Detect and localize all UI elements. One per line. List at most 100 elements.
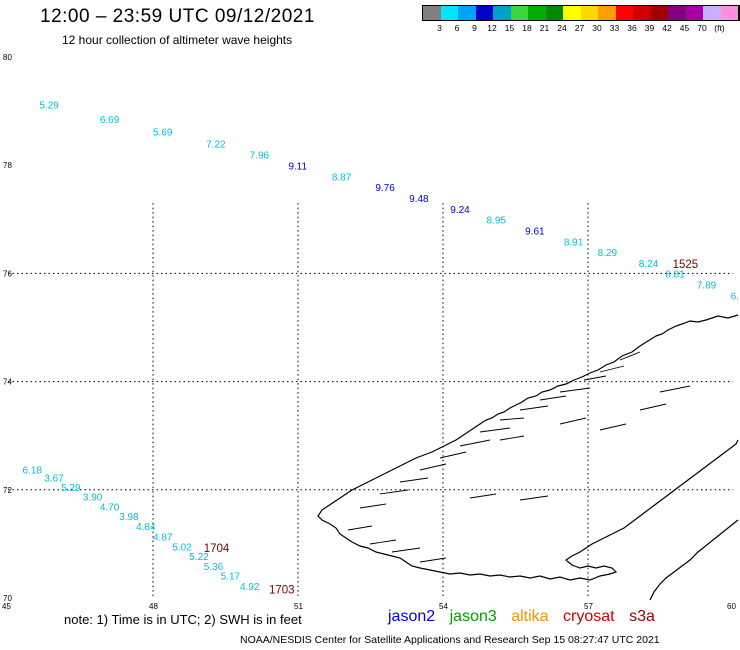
latitude-tick-label: 78 bbox=[3, 161, 12, 170]
latitude-tick-label: 80 bbox=[3, 53, 12, 62]
wave-height-label: 5.69 bbox=[153, 127, 173, 138]
satellite-legend: jason2 jason3 altika cryosat s3a bbox=[388, 608, 665, 626]
legend-label: 70 bbox=[697, 23, 707, 33]
wave-height-label: 9.61 bbox=[525, 226, 545, 237]
legend-labels: 3 6 9 12 15 18 21 24 27 30 33 36 39 42 45 70 (ft) bbox=[422, 21, 740, 33]
longitude-tick-label: 60 bbox=[727, 602, 736, 611]
legend-swatch bbox=[738, 6, 740, 20]
wave-height-label: 4.92 bbox=[240, 582, 260, 593]
satellite-altika: altika bbox=[511, 608, 549, 625]
wave-height-label: 9.48 bbox=[409, 194, 429, 205]
map-title: 12:00 – 23:59 UTC 09/12/2021 bbox=[40, 6, 315, 27]
latitude-tick-label: 76 bbox=[3, 269, 12, 278]
legend-swatch bbox=[703, 6, 721, 20]
legend-swatch bbox=[598, 6, 616, 20]
legend-swatch bbox=[528, 6, 546, 20]
legend-label: 36 bbox=[627, 23, 637, 33]
wave-height-label: 8.95 bbox=[487, 216, 507, 227]
longitude-tick-label: 51 bbox=[294, 602, 303, 611]
wave-height-label: 4.84 bbox=[136, 522, 156, 533]
wave-height-label: 8.87 bbox=[332, 172, 352, 183]
legend-swatch bbox=[563, 6, 581, 20]
coastline-island-path bbox=[649, 519, 739, 601]
coastline-path bbox=[317, 314, 739, 581]
legend-label: 42 bbox=[662, 23, 672, 33]
wave-height-label: 6.69 bbox=[100, 115, 120, 126]
wave-height-label: 9.76 bbox=[375, 183, 395, 194]
longitude-tick-label: 45 bbox=[2, 602, 11, 611]
wave-height-label: 5.36 bbox=[204, 562, 224, 573]
longitude-tick-label: 57 bbox=[584, 602, 593, 611]
legend-swatch bbox=[475, 6, 493, 20]
wave-height-label: 4.70 bbox=[100, 502, 120, 513]
pass-time-label: 1525 bbox=[673, 259, 699, 271]
wave-height-label: 8.81 bbox=[665, 270, 685, 281]
legend-swatch bbox=[493, 6, 511, 20]
legend-swatch bbox=[545, 6, 563, 20]
legend-label: 15 bbox=[504, 23, 515, 33]
novaya-zemlya-coastline bbox=[317, 314, 739, 601]
wave-height-label: 8.24 bbox=[639, 259, 659, 270]
wave-height-label: 7.96 bbox=[250, 151, 270, 162]
satellite-jason2: jason2 bbox=[388, 608, 436, 625]
wave-height-label: 7.89 bbox=[697, 281, 717, 292]
wave-height-label: 8.91 bbox=[564, 237, 584, 248]
legend-swatch bbox=[615, 6, 633, 20]
wave-height-label: 4.87 bbox=[153, 533, 173, 544]
legend-label: 18 bbox=[522, 23, 532, 33]
wave-height-label: 5.29 bbox=[61, 483, 81, 494]
footer-credit: NOAA/NESDIS Center for Satellite Applica… bbox=[240, 634, 660, 646]
map-subtitle: 12 hour collection of altimeter wave hei… bbox=[62, 33, 293, 47]
longitude-tick-label: 48 bbox=[149, 602, 158, 611]
satellite-cryosat: cryosat bbox=[563, 608, 615, 625]
wave-height-color-legend: 3 6 9 12 15 18 21 24 27 30 33 36 39 42 45 70 (ft) bbox=[422, 5, 740, 33]
wave-height-label: 6.18 bbox=[23, 466, 43, 477]
pass-time-label: 1703 bbox=[269, 585, 295, 597]
wave-height-label: 7.22 bbox=[206, 139, 226, 150]
legend-swatch bbox=[668, 6, 686, 20]
map-grid bbox=[8, 203, 733, 598]
latitude-tick-label: 74 bbox=[3, 378, 12, 387]
wave-height-label: 5.02 bbox=[172, 542, 192, 553]
legend-swatch bbox=[423, 6, 441, 20]
wave-height-label: 6. bbox=[731, 291, 739, 302]
latitude-tick-label: 72 bbox=[3, 486, 12, 495]
pass-time-labels: 1525 1704 1703 bbox=[204, 259, 698, 597]
coastline-inlets-path bbox=[347, 351, 691, 563]
legend-label: 39 bbox=[644, 23, 655, 33]
legend-swatch bbox=[440, 6, 458, 20]
legend-swatch bbox=[633, 6, 651, 20]
legend-swatch bbox=[510, 6, 528, 20]
wave-height-label: 8.29 bbox=[598, 248, 618, 259]
legend-swatch bbox=[458, 6, 476, 20]
legend-swatch bbox=[650, 6, 668, 20]
wave-height-label: 9.24 bbox=[450, 205, 470, 216]
longitude-tick-label: 54 bbox=[439, 602, 448, 611]
wave-height-label: 3.67 bbox=[44, 474, 64, 485]
legend-label: 3 bbox=[437, 23, 442, 33]
legend-label: 24 bbox=[557, 23, 567, 33]
legend-label: 27 bbox=[574, 23, 585, 33]
wave-height-label: 9.11 bbox=[288, 162, 307, 173]
satellite-s3a: s3a bbox=[629, 608, 655, 625]
wave-height-values: 5.29 6.69 5.69 7.22 7.96 9.11 8.87 9.76 9.48 9.24… bbox=[23, 100, 739, 592]
wave-height-label: 5.22 bbox=[189, 552, 209, 563]
note-text: note: 1) Time is in UTC; 2) SWH is in fe… bbox=[64, 612, 302, 627]
legend-label: 9 bbox=[472, 23, 477, 33]
latitude-tick-label: 70 bbox=[3, 594, 12, 603]
legend-swatch bbox=[685, 6, 703, 20]
wave-height-label: 5.17 bbox=[221, 572, 241, 583]
legend-label: 33 bbox=[609, 23, 620, 33]
wave-height-label: 5.29 bbox=[39, 100, 59, 111]
legend-label: 6 bbox=[454, 23, 460, 33]
pass-time-label: 1704 bbox=[204, 543, 230, 555]
wave-height-label: 3.90 bbox=[83, 493, 103, 504]
legend-label: 12 bbox=[487, 23, 497, 33]
legend-label: 45 bbox=[679, 23, 690, 33]
satellite-jason3: jason3 bbox=[449, 608, 497, 625]
legend-swatch bbox=[580, 6, 598, 20]
legend-label: (ft) bbox=[714, 23, 725, 33]
legend-label: 30 bbox=[592, 23, 602, 33]
